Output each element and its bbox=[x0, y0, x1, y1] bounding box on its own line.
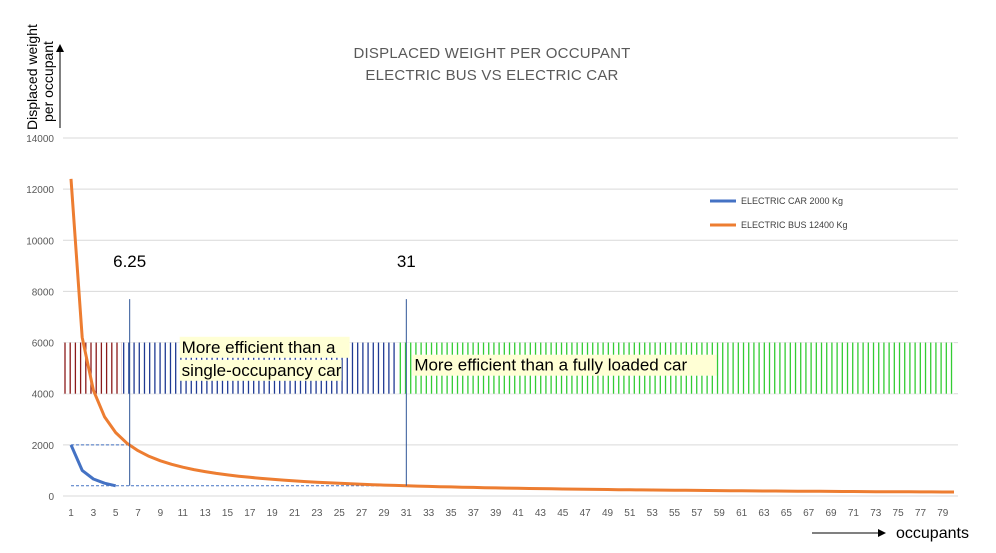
chart-title: DISPLACED WEIGHT PER OCCUPANT bbox=[354, 45, 631, 62]
marker-lines bbox=[129, 299, 407, 486]
x-tick-label: 7 bbox=[135, 508, 141, 519]
y-tick-label: 6000 bbox=[32, 339, 55, 350]
x-tick-label: 43 bbox=[535, 508, 547, 519]
reference-lines bbox=[71, 444, 407, 487]
series-line bbox=[69, 444, 117, 488]
y-axis-title: Displaced weight per occupant bbox=[24, 24, 56, 130]
x-tick-label: 45 bbox=[557, 508, 569, 519]
x-tick-label: 27 bbox=[356, 508, 368, 519]
x-tick-label: 15 bbox=[222, 508, 234, 519]
zone-background bbox=[63, 342, 127, 394]
x-tick-label: 63 bbox=[758, 508, 770, 519]
marker-label: 6.25 bbox=[113, 252, 146, 271]
x-tick-labels: 1 3 5 7 9 11 13 15 17 19 21 23 25 27 29 31 33 35 37 39 41 43 4… bbox=[68, 508, 949, 519]
y-tick-label: 2000 bbox=[32, 441, 55, 452]
x-tick-label: 3 bbox=[91, 508, 97, 519]
y-tick-label: 4000 bbox=[32, 390, 55, 401]
x-tick-label: 31 bbox=[401, 508, 413, 519]
x-tick-label: 51 bbox=[624, 508, 636, 519]
annotation-highlight bbox=[412, 354, 717, 376]
x-tick-label: 5 bbox=[113, 508, 119, 519]
x-tick-label: 23 bbox=[311, 508, 323, 519]
x-tick-label: 55 bbox=[669, 508, 681, 519]
zone-annotation: More efficient than a bbox=[182, 338, 336, 357]
x-axis-arrow bbox=[812, 529, 886, 537]
x-tick-label: 67 bbox=[803, 508, 815, 519]
x-tick-label: 49 bbox=[602, 508, 614, 519]
x-tick-label: 19 bbox=[267, 508, 279, 519]
x-tick-label: 77 bbox=[915, 508, 927, 519]
x-tick-label: 35 bbox=[445, 508, 457, 519]
x-tick-label: 13 bbox=[200, 508, 212, 519]
x-tick-label: 71 bbox=[848, 508, 860, 519]
legend-label: ELECTRIC CAR 2000 Kg bbox=[741, 196, 843, 206]
x-tick-label: 1 bbox=[68, 508, 74, 519]
y-axis-arrow bbox=[56, 44, 64, 128]
y-tick-label: 10000 bbox=[26, 236, 54, 247]
x-tick-label: 59 bbox=[714, 508, 726, 519]
x-tick-label: 73 bbox=[870, 508, 882, 519]
x-tick-label: 75 bbox=[893, 508, 905, 519]
y-axis-title-line1: Displaced weight bbox=[24, 24, 40, 130]
x-tick-label: 57 bbox=[691, 508, 703, 519]
legend: ELECTRIC CAR 2000 Kg ELECTRIC BUS 12400 K… bbox=[710, 196, 848, 230]
x-axis-title: occupants bbox=[896, 525, 969, 542]
x-tick-label: 11 bbox=[178, 508, 189, 519]
y-tick-label: 12000 bbox=[26, 185, 54, 196]
x-tick-label: 33 bbox=[423, 508, 435, 519]
x-tick-label: 69 bbox=[825, 508, 837, 519]
zone-annotations: More efficient than a single-occupancy ca… bbox=[179, 336, 717, 381]
x-tick-label: 61 bbox=[736, 508, 748, 519]
marker-label: 31 bbox=[397, 252, 416, 271]
x-tick-label: 17 bbox=[244, 508, 256, 519]
series-lines bbox=[69, 178, 954, 494]
x-tick-label: 65 bbox=[781, 508, 793, 519]
chart-subtitle: ELECTRIC BUS VS ELECTRIC CAR bbox=[365, 67, 618, 84]
x-tick-label: 79 bbox=[937, 508, 949, 519]
legend-label: ELECTRIC BUS 12400 Kg bbox=[741, 220, 848, 230]
x-tick-label: 29 bbox=[378, 508, 390, 519]
annotation-highlight bbox=[179, 336, 350, 358]
annotation-highlight bbox=[179, 359, 342, 381]
y-tick-label: 14000 bbox=[26, 134, 54, 145]
gridlines bbox=[63, 137, 958, 497]
x-tick-label: 37 bbox=[468, 508, 480, 519]
x-tick-label: 25 bbox=[334, 508, 346, 519]
x-tick-label: 21 bbox=[289, 508, 301, 519]
x-tick-label: 47 bbox=[580, 508, 592, 519]
y-tick-label: 0 bbox=[48, 492, 54, 503]
x-tick-label: 9 bbox=[158, 508, 164, 519]
series-line bbox=[69, 178, 954, 494]
y-tick-label: 8000 bbox=[32, 287, 55, 298]
zone-annotation: single-occupancy car bbox=[182, 361, 342, 380]
zone-annotation: More efficient than a fully loaded car bbox=[414, 356, 687, 375]
x-tick-label: 39 bbox=[490, 508, 502, 519]
x-tick-label: 53 bbox=[647, 508, 659, 519]
y-tick-labels: 0 2000 4000 6000 8000 10000 12000 14000 bbox=[26, 134, 54, 503]
x-tick-label: 41 bbox=[513, 508, 525, 519]
y-axis-title-line2: per occupant bbox=[40, 41, 56, 122]
marker-labels: 6.25 31 bbox=[113, 252, 416, 271]
